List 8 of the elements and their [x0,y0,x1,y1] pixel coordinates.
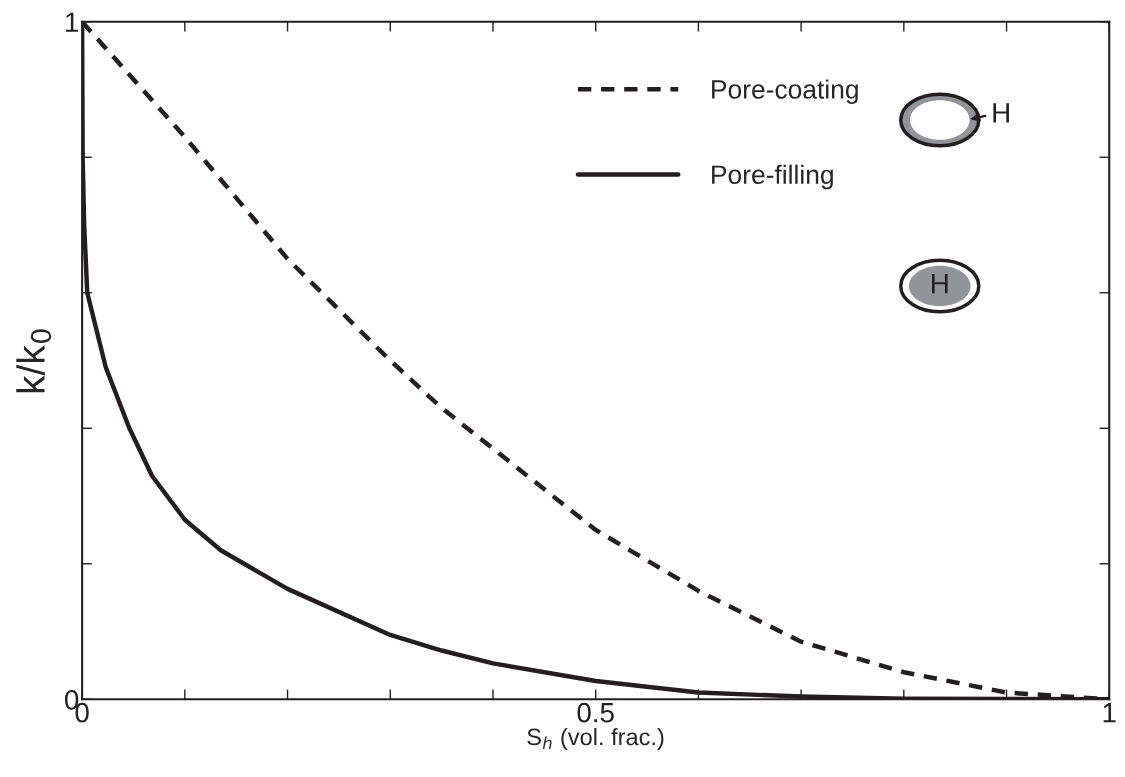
x-tick-label: 0.5 [577,702,614,723]
x-axis-title: S$_{h}$ (vol. frac.) [527,727,664,750]
legend-label: Pore-coating [712,79,858,104]
legend-label: Pore-filling [712,164,833,190]
annotation: H [932,274,948,294]
x-tick-label: 1 [1103,703,1116,723]
y-axis-title: k/k$_{0}$ [16,329,52,393]
annotation: H [993,103,1009,123]
